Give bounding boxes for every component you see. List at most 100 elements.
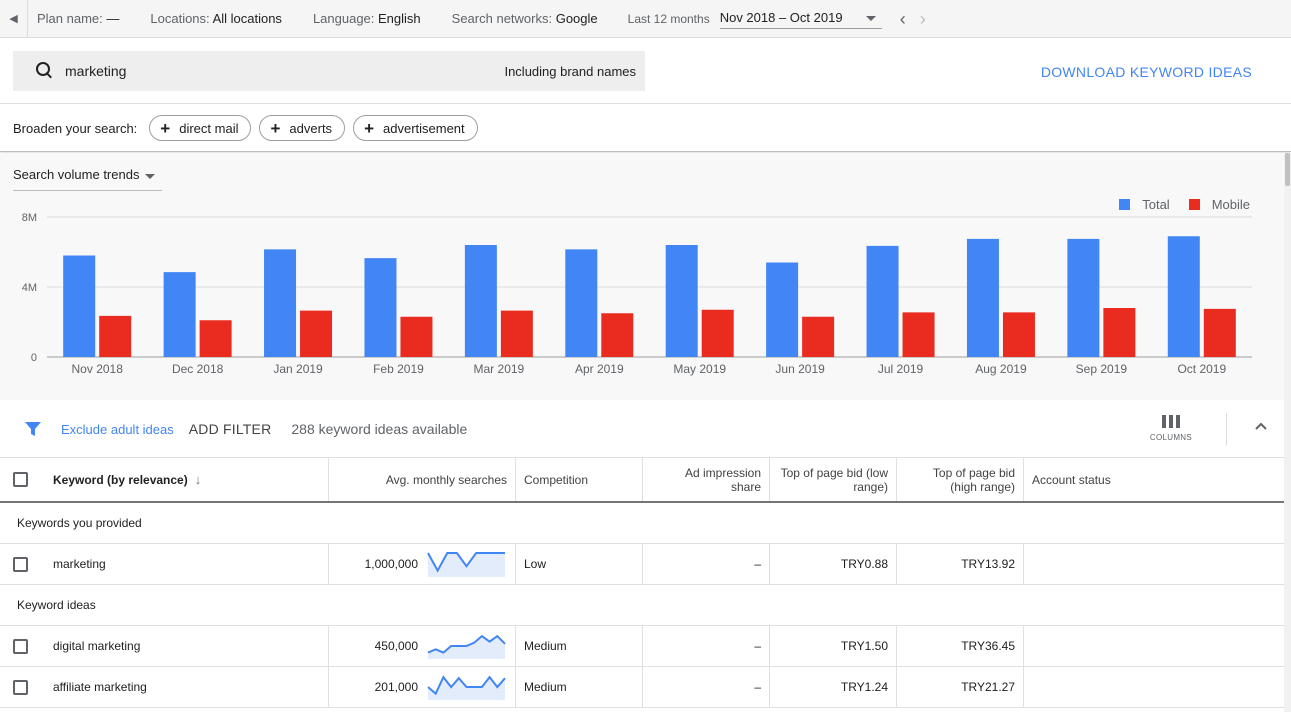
bid-high-cell: TRY36.45 [897,626,1024,666]
locations-label: Locations: [150,11,210,26]
bar-mobile [199,320,232,357]
broaden-chip[interactable]: + adverts [259,115,346,141]
legend-mobile: Mobile [1188,197,1250,212]
networks-value: Google [555,11,598,26]
header-bid-high[interactable]: Top of page bid (high range) [897,458,1024,501]
bar-mobile [1002,312,1035,357]
row-checkbox[interactable] [12,638,28,654]
search-volume-chart-panel: 0 4M 8M Nov 2018 Dec 2018 Jan 2019 Feb 2019 Mar… [0,153,1284,400]
header-impression-line1: Ad impression [684,465,761,480]
plan-name[interactable]: Plan name: — [37,11,119,26]
group-row-ideas: Keyword ideas [0,585,1284,626]
header-competition-label: Competition [524,472,589,487]
bar-total [866,245,899,357]
header-avg-searches[interactable]: Avg. monthly searches [329,458,516,501]
add-filter-button[interactable]: ADD FILTER [188,421,272,437]
row-check-cell [0,626,40,666]
header-bid-low[interactable]: Top of page bid (low range) [770,458,897,501]
impression-value: – [754,680,761,694]
bid-low-cell: TRY0.88 [770,544,897,584]
toolbar-divider [1226,413,1227,445]
bar-total [364,258,397,357]
sparkline-chart [427,552,505,577]
keyword-cell: affiliate marketing [40,667,329,707]
header-competition[interactable]: Competition [516,458,643,501]
sparkline-line [427,675,506,696]
next-period-button[interactable]: › [919,8,926,29]
header-account-label: Account status [1032,472,1111,487]
competition-cell: Medium [516,667,643,707]
collapse-left-button[interactable]: ◀ [0,0,28,38]
period-label: Last 12 months [627,11,710,26]
group-row-provided: Keywords you provided [0,503,1284,544]
plus-icon: + [270,118,281,138]
account-status-cell [1024,626,1284,666]
header-account-status[interactable]: Account status [1024,458,1284,501]
scrollbar-track[interactable] [1284,153,1291,712]
table-row[interactable]: digital marketing 450,000 Medium – TRY1.… [0,626,1284,667]
row-checkbox[interactable] [12,679,28,695]
date-range-value: Nov 2018 – Oct 2019 [719,10,843,25]
avg-searches-cell: 201,000 [329,667,516,707]
bar-total [1167,236,1200,357]
table-row[interactable]: marketing 1,000,000 Low – TRY0.88 TRY13.… [0,544,1284,585]
collapse-up-icon[interactable] [1254,419,1268,433]
bid-high-cell: TRY13.92 [897,544,1024,584]
y-tick-label: 0 [31,352,37,364]
search-query[interactable]: marketing [65,63,127,79]
bid-high-value: TRY36.45 [961,639,1015,653]
broaden-chip[interactable]: + advertisement [353,115,478,141]
legend-swatch-total [1119,199,1131,210]
bid-low-value: TRY1.24 [840,680,888,694]
bid-low-cell: TRY1.24 [770,667,897,707]
keyword-table: Keyword (by relevance) ↓ Avg. monthly sea… [0,457,1284,708]
date-range-select[interactable]: Nov 2018 – Oct 2019 [719,8,882,29]
header-keyword[interactable]: Keyword (by relevance) ↓ [40,458,329,501]
locations-setting[interactable]: Locations: All locations [150,11,282,26]
trend-selector[interactable]: Search volume trends [13,167,162,191]
header-bid-low-label: Top of page bid (low range) [781,466,888,494]
header-impression-share[interactable]: Ad impression share [643,458,770,501]
locations-value: All locations [212,11,282,26]
keyword-search-box[interactable]: marketing Including brand names [13,51,645,91]
bid-high-value: TRY13.92 [961,557,1015,571]
chart-legend: Total Mobile [1100,197,1250,212]
language-setting[interactable]: Language: English [313,11,421,26]
scrollbar-thumb[interactable] [1285,153,1290,186]
trend-selector-label: Search volume trends [13,167,140,182]
sparkline-chart [427,675,506,700]
x-tick-label: Mar 2019 [474,362,525,376]
columns-icon [1161,415,1180,428]
broaden-search-row: Broaden your search: + direct mail + adver… [0,105,1291,152]
row-checkbox[interactable] [12,556,28,572]
x-tick-label: Sep 2019 [1076,362,1128,376]
bar-total [665,245,698,357]
exclude-adult-ideas-filter[interactable]: Exclude adult ideas [61,421,174,437]
networks-setting[interactable]: Search networks: Google [452,11,598,26]
impression-cell: – [643,667,770,707]
plus-icon: + [160,118,171,138]
sparkline-line [427,552,505,573]
filter-icon[interactable] [24,420,42,438]
brand-names-toggle[interactable]: Including brand names [504,63,636,79]
bar-mobile [902,312,935,357]
bar-total [966,238,999,357]
download-keyword-ideas-button[interactable]: DOWNLOAD KEYWORD IDEAS [1040,64,1252,80]
row-check-cell [0,544,40,584]
broaden-chip[interactable]: + direct mail [149,115,252,141]
search-volume-chart: 0 4M 8M Nov 2018 Dec 2018 Jan 2019 Feb 2019 Mar… [22,212,1252,376]
header-bid-high-line2: (high range) [950,479,1015,494]
bar-mobile [500,310,533,357]
legend-label-total: Total [1142,197,1170,212]
x-tick-label: Jul 2019 [878,362,924,376]
impression-cell: – [643,626,770,666]
competition-value: Medium [524,680,567,694]
y-tick-label: 8M [22,212,37,224]
select-all-checkbox[interactable] [12,472,28,487]
avg-searches-value: 1,000,000 [364,557,418,571]
table-row[interactable]: affiliate marketing 201,000 Medium – TRY… [0,667,1284,708]
bar-mobile [1103,308,1136,357]
columns-button[interactable]: COLUMNS [1150,415,1192,442]
previous-period-button[interactable]: ‹ [899,8,906,29]
competition-value: Low [524,557,547,571]
